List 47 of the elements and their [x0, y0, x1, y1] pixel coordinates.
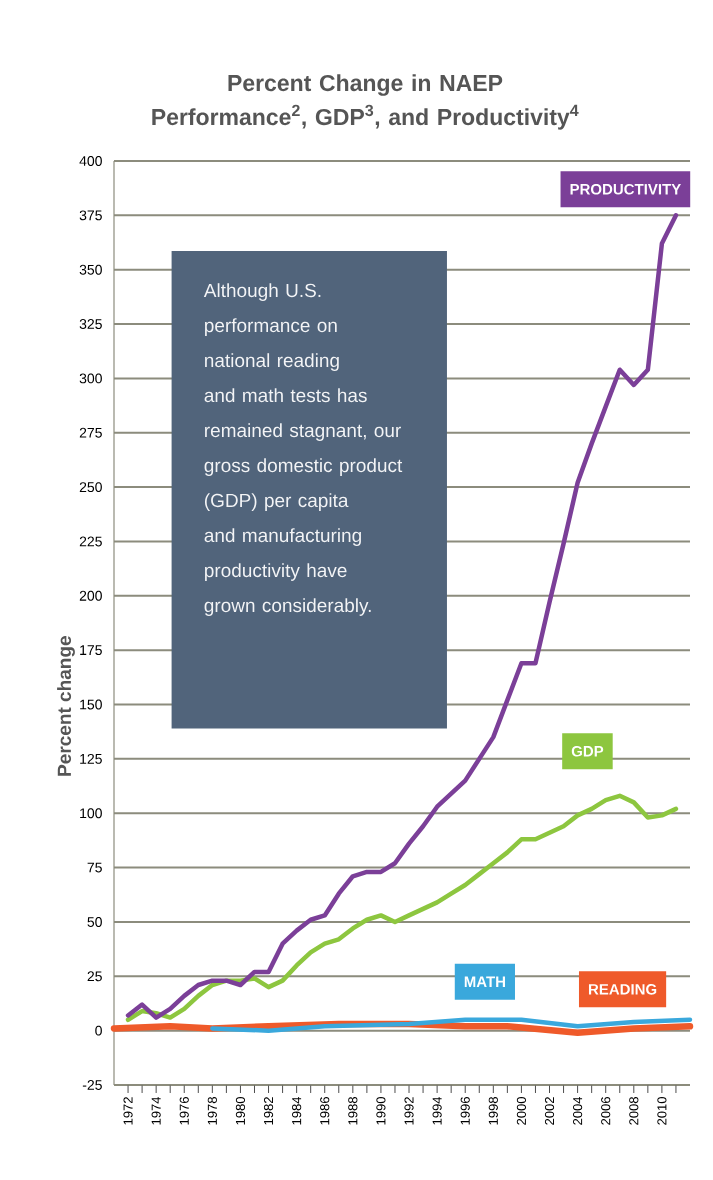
x-tick-label: 1974 [151, 1096, 161, 1125]
series-label: PRODUCTIVITY [570, 183, 681, 195]
y-tick-label: -25 [82, 1080, 102, 1090]
x-tick-label: 1982 [263, 1097, 274, 1125]
line-series [125, 213, 679, 1020]
x-tick-label: 1980 [235, 1097, 246, 1125]
y-tick-label: 350 [79, 264, 102, 275]
x-tick-label: 2006 [601, 1097, 611, 1125]
y-tick-label: 275 [79, 427, 102, 438]
x-tick-label: 1984 [292, 1096, 302, 1125]
x-tick-label: 1992 [404, 1097, 414, 1125]
y-tick-label: 400 [79, 156, 102, 166]
x-tick-label: 1996 [460, 1097, 470, 1125]
x-tick-label: 1998 [488, 1097, 498, 1125]
y-tick-label: 150 [80, 699, 102, 710]
y-tick-label: 225 [79, 536, 102, 547]
x-tick-label: 1972 [123, 1097, 133, 1125]
chart-title: Percent Change in NAEP Performance$^{2}$, GDP$^{3}$, and Productivity$^{4}$ [152, 74, 579, 130]
x-tick-label: 1988 [348, 1097, 358, 1125]
x-tick-label: 1976 [179, 1097, 189, 1125]
line-series [210, 1017, 693, 1033]
y-axis-title: Percent change [57, 636, 75, 776]
y-tick-label: 300 [79, 373, 102, 384]
text: MATH [464, 976, 505, 987]
y-tick-label: 50 [87, 916, 102, 927]
x-tick-label: 1978 [207, 1097, 217, 1125]
y-tick-label: 175 [80, 645, 102, 656]
x-tick-label: 1986 [320, 1097, 330, 1125]
text: Although U.S. performance on national reading and math tests has remained stagnant, our gross domestic product (GDP) per capita and manufacturing productivity have grown considerably. [203, 283, 403, 616]
x-tick-label: 1990 [376, 1097, 386, 1125]
x-tick-label: 2004 [573, 1096, 583, 1125]
y-tick-label: 0 [95, 1025, 102, 1036]
x-tick-label: 2008 [629, 1097, 639, 1125]
x-tick-label: 1994 [432, 1096, 442, 1125]
y-tick-label: 75 [87, 862, 102, 873]
y-tick-label: 25 [87, 971, 102, 982]
y-tick-label: 100 [80, 808, 102, 819]
x-tick-label: 2002 [544, 1097, 555, 1125]
y-tick-label: 325 [79, 319, 102, 330]
y-tick-label: 375 [79, 210, 102, 221]
text: READING [588, 984, 657, 995]
y-tick-label: 250 [79, 482, 102, 493]
text: GDP [571, 745, 604, 757]
y-tick-label: 200 [79, 590, 102, 601]
x-tick-label: 2000 [516, 1097, 527, 1125]
y-tick-label: 125 [80, 753, 102, 764]
x-tick-label: 2010 [657, 1097, 667, 1125]
